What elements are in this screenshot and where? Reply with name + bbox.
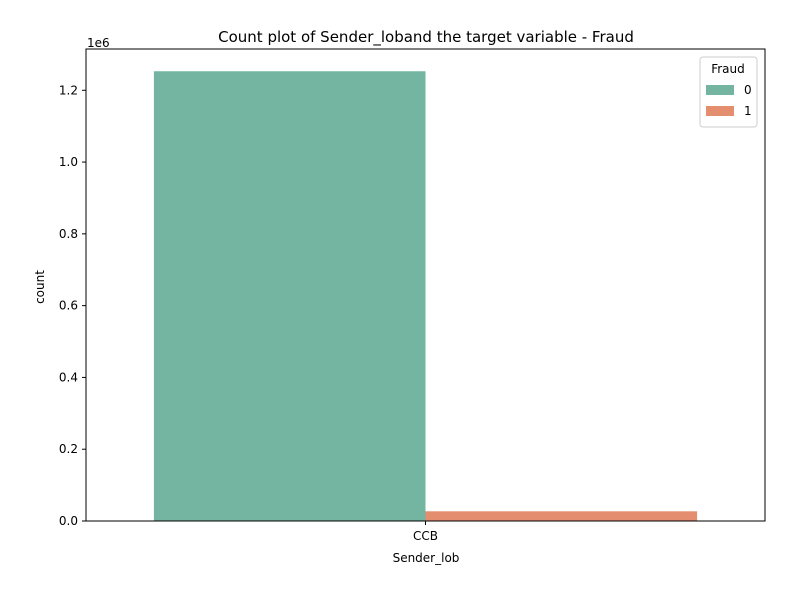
y-tick-label: 0.4 [59,370,78,384]
legend-swatch-0 [706,85,734,95]
y-tick-label: 0.0 [59,514,78,528]
y-tick-label: 0.2 [59,442,78,456]
legend-swatch-1 [706,106,734,116]
y-axis-label: count [33,270,47,304]
x-axis-label: Sender_lob [393,551,460,565]
bar-ccb-fraud-0 [153,71,426,521]
y-tick-label: 0.8 [59,227,78,241]
y-tick-label: 1.2 [59,83,78,97]
legend-title: Fraud [711,62,745,76]
plot-area: CCB 0.0 0.2 0.4 0.6 0.8 1.0 1.2 [59,48,766,543]
legend-entries: 01 [706,83,752,118]
plot-frame [85,48,766,522]
y-tick-label: 0.6 [59,299,78,313]
bar-ccb-fraud-1 [425,511,698,521]
y-axis-offset-label: 1e6 [87,36,110,50]
legend: Fraud 01 [699,56,758,128]
x-tick-label: CCB [413,529,438,543]
legend-label-1: 1 [744,104,752,118]
chart-title: Count plot of Sender_loband the target v… [218,28,634,47]
legend-label-0: 0 [744,83,752,97]
y-tick-label: 1.0 [59,155,78,169]
